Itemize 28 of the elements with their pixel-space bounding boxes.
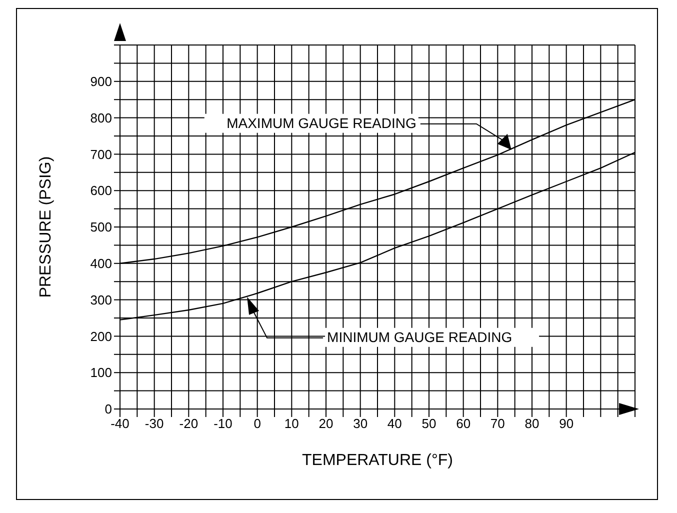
y-tick-label: 700 [90,146,112,162]
x-tick-label: 20 [318,416,334,432]
y-tick-label: 100 [90,365,112,380]
x-tick-label: 80 [524,416,540,432]
x-tick-label: -30 [144,416,164,432]
x-axis-title: TEMPERATURE (°F) [302,452,453,469]
annotation: MINIMUM GAUGE READING [327,328,512,345]
y-tick-label: 600 [90,183,112,198]
y-tick-label: 900 [90,74,112,90]
x-tick-label: -20 [179,416,198,432]
x-tick-label: 70 [490,416,505,432]
y-tick-label: 400 [90,256,112,272]
y-tick-label: 800 [90,110,112,126]
annotation: MAXIMUM GAUGE READING [226,114,416,131]
x-tick-label: 60 [456,416,471,432]
x-tick-label: -40 [110,416,130,432]
y-tick-label: 0 [104,402,112,417]
x-tick-label: 40 [387,416,402,432]
x-tick-label: 30 [353,416,368,432]
y-tick-label: 200 [90,328,112,344]
y-axis-title: PRESSURE (PSIG) [38,156,55,298]
y-tick-label: 300 [90,292,112,308]
x-tick-label: 50 [422,416,436,432]
x-tick-label: 10 [284,416,299,432]
x-tick-label: 0 [254,416,261,432]
x-tick-label: -10 [214,416,232,432]
x-tick-label: 90 [559,416,574,432]
y-tick-label: 500 [90,220,112,235]
